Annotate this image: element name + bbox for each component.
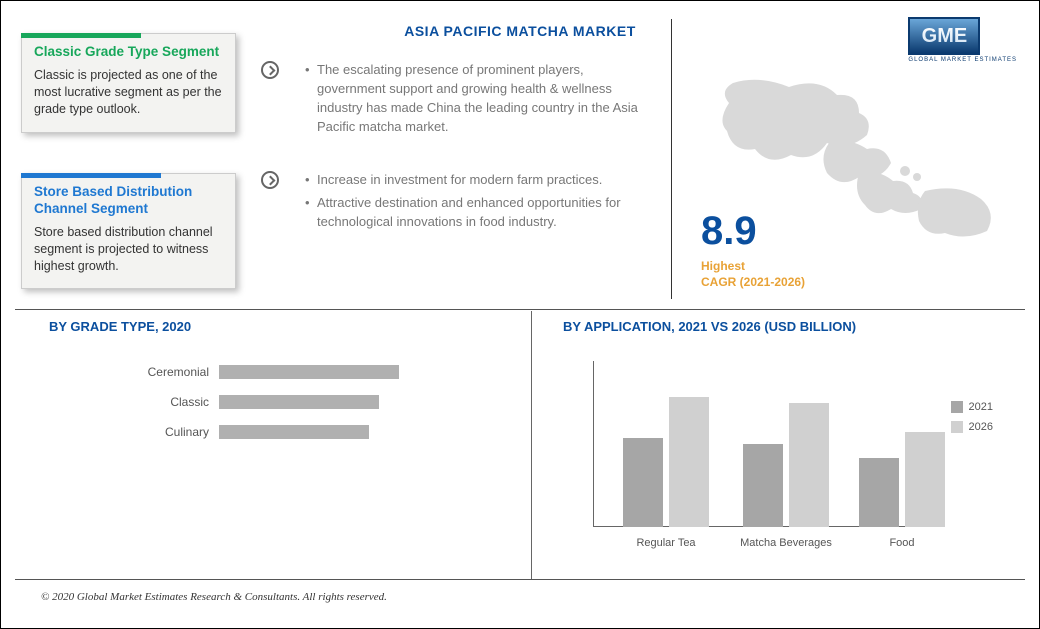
gbar-bar — [905, 432, 945, 527]
gbar-category-label: Regular Tea — [636, 537, 695, 549]
gbar-bar — [623, 438, 663, 527]
hbar-row: Culinary — [49, 421, 369, 443]
vertical-divider — [671, 19, 672, 299]
legend-label: 2026 — [969, 421, 993, 433]
card-accent-bar — [21, 173, 161, 178]
chart-legend: 2021 2026 — [951, 401, 993, 441]
bullet-list: The escalating presence of prominent pla… — [291, 61, 641, 136]
gme-logo: GME GLOBAL MARKET ESTIMATES — [908, 17, 1017, 63]
copyright-text: © 2020 Global Market Estimates Research … — [41, 591, 387, 603]
info-card-grade-type: Classic Grade Type Segment Classic is pr… — [21, 33, 236, 133]
hbar-category-label: Classic — [49, 395, 219, 409]
cagr-value: 8.9 — [701, 209, 757, 254]
chart-y-axis — [593, 361, 594, 527]
horizontal-divider — [15, 579, 1025, 580]
logo-text: GME — [922, 25, 968, 48]
gbar-bar — [743, 444, 783, 527]
gbar-bar — [669, 397, 709, 527]
section-heading-grade-type: BY GRADE TYPE, 2020 — [49, 319, 191, 334]
section-heading-application: BY APPLICATION, 2021 VS 2026 (USD BILLIO… — [563, 319, 856, 334]
cagr-label-highest: Highest — [701, 259, 745, 273]
gbar-category-label: Matcha Beverages — [740, 537, 832, 549]
hbar-category-label: Culinary — [49, 425, 219, 439]
logo-mark: GME — [908, 17, 980, 55]
legend-swatch — [951, 401, 963, 413]
bullet-block-a: The escalating presence of prominent pla… — [291, 61, 641, 140]
page-root: ASIA PACIFIC MATCHA MARKET Classic Grade… — [0, 0, 1040, 629]
bullet-item: Attractive destination and enhanced oppo… — [317, 194, 641, 232]
gbar-bar — [859, 458, 899, 527]
hbar-row: Classic — [49, 391, 379, 413]
legend-row: 2021 — [951, 401, 993, 413]
hbar-chart-grade-type: Ceremonial Classic Culinary — [49, 361, 509, 541]
vertical-divider — [531, 311, 532, 579]
hbar-bar — [219, 365, 399, 379]
gbar-group — [623, 397, 709, 527]
hbar-category-label: Ceremonial — [49, 365, 219, 379]
gbar-category-label: Food — [889, 537, 914, 549]
chevron-right-icon — [261, 61, 279, 85]
card-heading: Classic Grade Type Segment — [34, 44, 223, 61]
logo-subtext: GLOBAL MARKET ESTIMATES — [908, 57, 1017, 63]
hbar-bar — [219, 425, 369, 439]
card-accent-bar — [21, 33, 141, 38]
bullet-item: Increase in investment for modern farm p… — [317, 171, 641, 190]
legend-swatch — [951, 421, 963, 433]
cagr-label-period: CAGR (2021-2026) — [701, 275, 805, 289]
grouped-bar-chart-application: 2021 2026 Regular Tea Matcha Beverages Food — [563, 351, 993, 561]
bullet-list: Increase in investment for modern farm p… — [291, 171, 641, 232]
card-body: Classic is projected as one of the most … — [34, 67, 223, 118]
gbar-group — [743, 403, 829, 528]
legend-label: 2021 — [969, 401, 993, 413]
horizontal-divider — [15, 309, 1025, 310]
main-title: ASIA PACIFIC MATCHA MARKET — [404, 23, 636, 39]
gbar-group — [859, 432, 945, 527]
card-body: Store based distribution channel segment… — [34, 224, 223, 275]
card-heading: Store Based Distribution Channel Segment — [34, 184, 223, 218]
legend-row: 2026 — [951, 421, 993, 433]
hbar-row: Ceremonial — [49, 361, 399, 383]
chevron-right-icon — [261, 171, 279, 195]
bullet-block-b: Increase in investment for modern farm p… — [291, 171, 641, 236]
gbar-bar — [789, 403, 829, 528]
hbar-bar — [219, 395, 379, 409]
bullet-item: The escalating presence of prominent pla… — [317, 61, 641, 136]
info-card-distribution-channel: Store Based Distribution Channel Segment… — [21, 173, 236, 289]
